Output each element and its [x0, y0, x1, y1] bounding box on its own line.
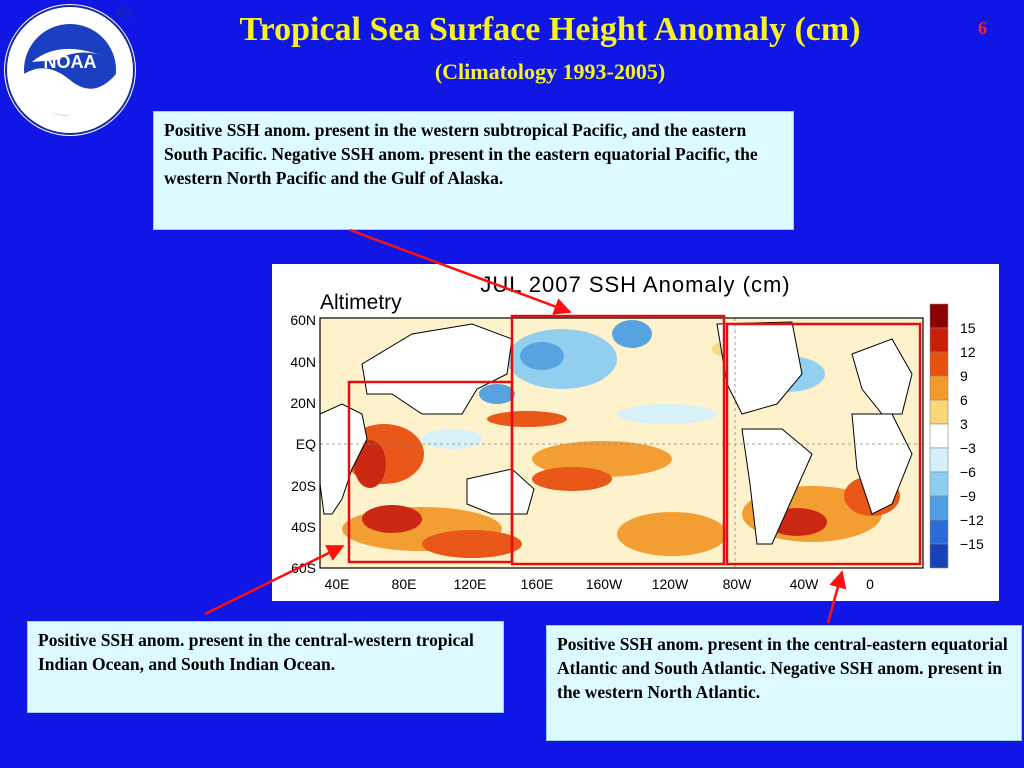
page-number: 6: [978, 18, 987, 38]
logo-wordmark: NOAA: [44, 52, 97, 72]
colorbar-label: −15: [960, 536, 984, 552]
pacific-note: Positive SSH anom. present in the wester…: [153, 111, 794, 230]
lon-label-0: 0: [866, 576, 874, 592]
lon-label-80e: 80E: [391, 576, 417, 592]
lat-label-60n: 60N: [290, 312, 316, 328]
slide-subtitle: (Climatology 1993-2005): [434, 59, 666, 84]
lat-label-20s: 20S: [291, 478, 316, 494]
lat-label-20n: 20N: [290, 395, 316, 411]
atlantic-box: [725, 322, 922, 566]
svg-text:R: R: [121, 11, 127, 20]
lat-label-eq: EQ: [295, 436, 316, 452]
colorbar-label: 12: [960, 344, 976, 360]
lon-label-80w: 80W: [722, 576, 752, 592]
colorbar-label: −12: [960, 512, 984, 528]
colorbar-label: −6: [960, 464, 976, 480]
lon-label-160e: 160E: [520, 576, 554, 592]
pacific-box: [510, 314, 726, 566]
atlantic-arrow: [826, 570, 847, 624]
map-frame: [319, 317, 924, 569]
colorbar: [929, 303, 949, 569]
lat-label-40s: 40S: [291, 519, 316, 535]
colorbar-label: −3: [960, 440, 976, 456]
atlantic-note: Positive SSH anom. present in the centra…: [546, 625, 1022, 741]
map-source-label: Altimetry: [320, 291, 402, 314]
continents: [319, 321, 913, 545]
lat-label-40n: 40N: [290, 354, 316, 370]
map-plot: [319, 303, 949, 569]
map-grid: [320, 318, 923, 568]
colorbar-label: 3: [960, 416, 968, 432]
noaa-logo: NOAA R: [2, 2, 138, 138]
ssh-anomaly-map: JUL 2007 SSH Anomaly (cm) Altimetry: [272, 264, 999, 601]
lat-label-60s: 60S: [291, 560, 316, 576]
slide-title: Tropical Sea Surface Height Anomaly (cm): [239, 11, 861, 48]
colorbar-label: 9: [960, 368, 968, 384]
colorbar-label: 15: [960, 320, 976, 336]
indian-ocean-note: Positive SSH anom. present in the centra…: [27, 621, 504, 713]
map-title: JUL 2007 SSH Anomaly (cm): [480, 272, 791, 297]
lon-label-120w: 120W: [651, 576, 689, 592]
indian-arrow: [204, 544, 345, 616]
lon-label-160w: 160W: [585, 576, 623, 592]
noaa-emblem-icon: NOAA R: [4, 4, 136, 136]
highlight-boxes: [347, 314, 922, 566]
lon-label-120e: 120E: [453, 576, 487, 592]
pacific-arrow: [349, 228, 572, 315]
colorbar-label: −9: [960, 488, 976, 504]
lon-label-40w: 40W: [789, 576, 819, 592]
colorbar-swatch: [929, 543, 949, 569]
negative-anomaly-regions: [422, 320, 825, 449]
lon-label-40e: 40E: [324, 576, 350, 592]
colorbar-label: 6: [960, 392, 968, 408]
